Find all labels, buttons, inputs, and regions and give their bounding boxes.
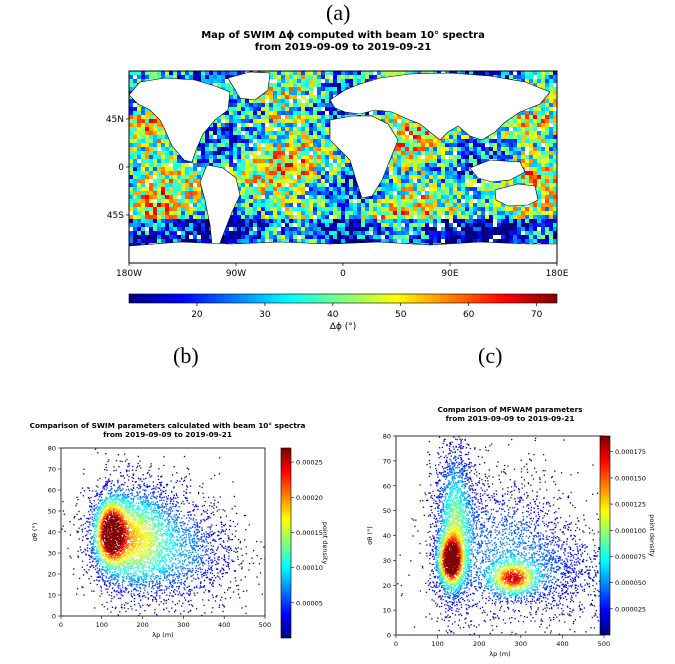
- scatter-b-title-line2: from 2019-09-09 to 2019-09-21: [103, 430, 232, 439]
- colorbar-label: point density: [648, 514, 656, 557]
- x-tick-label: 300: [177, 621, 189, 629]
- colorbar-tick-label: 0.00015: [296, 529, 323, 537]
- x-axis-label: λp (m): [489, 650, 510, 658]
- map-y-tick-label: 0: [118, 163, 124, 173]
- land-mass: [129, 241, 557, 263]
- density-colorbar: [599, 435, 611, 636]
- colorbar-tick-label: 0.000050: [615, 579, 646, 587]
- x-tick-label: 400: [218, 621, 230, 629]
- y-tick-label: 20: [48, 571, 56, 579]
- land-mass: [494, 183, 539, 207]
- x-tick-label: 400: [556, 640, 568, 648]
- y-tick-label: 60: [383, 482, 391, 490]
- colorbar-tick-label: 0.000025: [615, 605, 646, 613]
- colorbar-tick-label: 0.00025: [296, 459, 323, 467]
- x-tick-label: 200: [136, 621, 148, 629]
- colorbar-tick-label: 0.000125: [615, 501, 646, 509]
- scatter-points: [61, 448, 265, 616]
- scatter-b-title: Comparison of SWIM parameters calculated…: [5, 421, 330, 439]
- map-title: Map of SWIM Δϕ computed with beam 10° sp…: [100, 30, 586, 54]
- scatter-c-title: Comparison of MFWAM parameters from 2019…: [350, 405, 670, 423]
- colorbar-tick-label: 0.00005: [296, 599, 323, 607]
- panel-label-c: (c): [478, 343, 503, 368]
- x-tick-label: 100: [431, 640, 443, 648]
- land-mass: [329, 72, 551, 141]
- map-title-line1: Map of SWIM Δϕ computed with beam 10° sp…: [201, 30, 485, 41]
- y-tick-label: 30: [48, 550, 56, 558]
- colorbar-tick-label: 0.000175: [615, 448, 646, 456]
- x-tick-label: 500: [259, 621, 271, 629]
- panel-label-b: (b): [173, 343, 199, 368]
- x-tick-label: 200: [473, 640, 485, 648]
- x-axis-label: λp (m): [152, 631, 173, 639]
- colorbar-tick-label: 0.000075: [615, 553, 646, 561]
- y-tick-label: 40: [383, 532, 391, 540]
- y-tick-label: 60: [48, 487, 56, 495]
- y-tick-label: 30: [383, 557, 391, 565]
- y-tick-label: 10: [48, 592, 56, 600]
- map-colorbar-tick-label: 30: [259, 310, 271, 320]
- map-colorbar-tick-label: 70: [531, 310, 543, 320]
- x-tick-label: 100: [96, 621, 108, 629]
- swim-delta-phi-map: 180W 90W 0 90E 180E 45N 0 45S 20 30 40 50 60 70 Δϕ (…: [106, 70, 569, 332]
- map-x-tick-label: 90W: [226, 269, 246, 279]
- y-tick-label: 10: [383, 607, 391, 615]
- x-tick-label: 0: [59, 621, 63, 629]
- map-colorbar-tick-label: 50: [395, 310, 407, 320]
- y-tick-label: 40: [48, 529, 56, 537]
- map-colorbar-tick-label: 40: [327, 310, 339, 320]
- x-tick-label: 300: [515, 640, 527, 648]
- land-mass: [129, 77, 231, 163]
- y-tick-label: 70: [383, 457, 391, 465]
- map-title-line2: from 2019-09-09 to 2019-09-21: [254, 42, 432, 53]
- y-axis-label: σθ (°): [366, 526, 374, 544]
- map-colorbar-tick-label: 20: [191, 310, 203, 320]
- land-mass: [199, 164, 241, 249]
- land-mass: [227, 71, 271, 101]
- colorbar-tick-label: 0.00020: [296, 494, 323, 502]
- y-tick-label: 50: [383, 507, 391, 515]
- land-mass: [329, 115, 399, 199]
- map-colorbar-label: Δϕ (°): [330, 322, 356, 332]
- map-x-tick-label: 90E: [441, 269, 458, 279]
- panel-label-a: (a): [326, 0, 351, 25]
- x-tick-label: 0: [394, 640, 398, 648]
- x-tick-label: 500: [598, 640, 610, 648]
- y-tick-label: 0: [387, 632, 391, 640]
- scatter-c-title-line2: from 2019-09-09 to 2019-09-21: [445, 414, 575, 423]
- colorbar-tick-label: 0.000150: [615, 474, 646, 482]
- land-mass: [469, 159, 526, 183]
- y-tick-label: 80: [48, 445, 56, 453]
- scatter-c-title-line1: Comparison of MFWAM parameters: [437, 405, 583, 414]
- y-tick-label: 70: [48, 466, 56, 474]
- scatter-b-title-line1: Comparison of SWIM parameters calculated…: [29, 421, 306, 430]
- map-y-tick-label: 45S: [107, 211, 124, 221]
- y-tick-label: 80: [383, 433, 391, 441]
- map-x-tick-label: 0: [340, 269, 346, 279]
- y-axis-label: σθ (°): [31, 523, 39, 541]
- colorbar-tick-label: 0.000100: [615, 527, 646, 535]
- colorbar-label: point density: [321, 522, 329, 565]
- scatter-points: [397, 436, 604, 635]
- y-tick-label: 50: [48, 508, 56, 516]
- map-colorbar-tick-label: 60: [463, 310, 475, 320]
- plot-frame: [395, 435, 605, 636]
- y-tick-label: 20: [383, 582, 391, 590]
- density-colorbar: [280, 447, 292, 639]
- map-colorbar: [128, 293, 558, 304]
- map-y-tick-label: 45N: [106, 115, 124, 125]
- colorbar-tick-label: 0.00010: [296, 564, 323, 572]
- map-x-tick-label: 180W: [116, 269, 142, 279]
- y-tick-label: 0: [52, 613, 56, 621]
- map-x-tick-label: 180E: [546, 269, 569, 279]
